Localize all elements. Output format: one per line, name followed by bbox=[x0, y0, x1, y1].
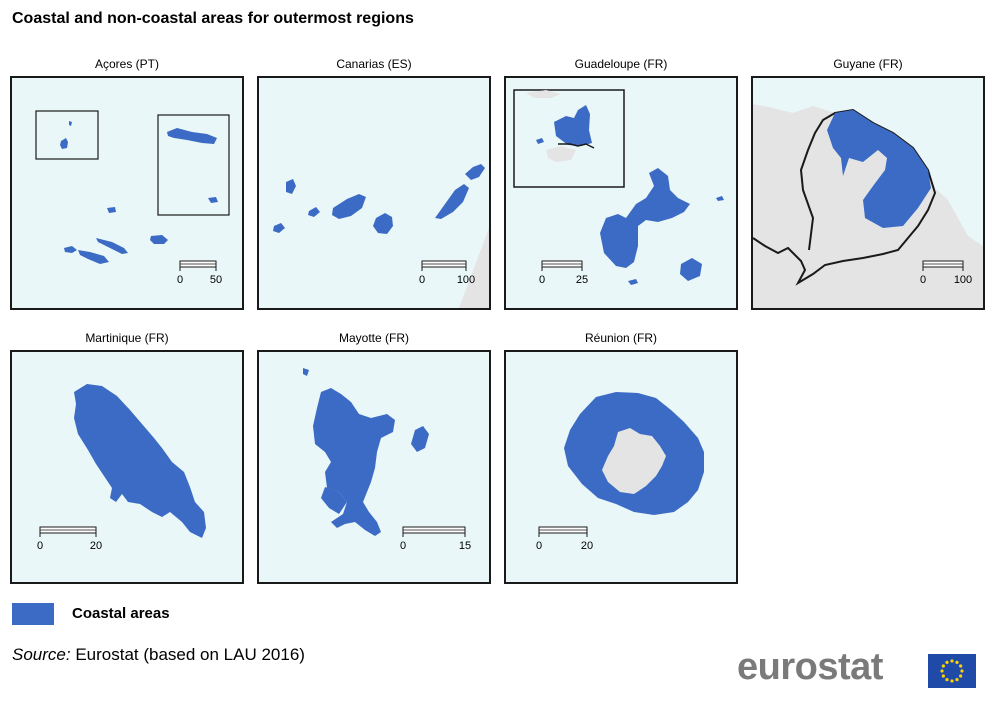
scale-start: 0 bbox=[536, 540, 542, 552]
island-fuerteventura bbox=[435, 184, 469, 219]
legend-label-coastal: Coastal areas bbox=[72, 605, 170, 622]
map-label-mayotte: Mayotte (FR) bbox=[338, 331, 409, 345]
map-reunion: 0 20 bbox=[504, 350, 738, 584]
eu-flag-icon bbox=[928, 654, 976, 688]
scale-start: 0 bbox=[419, 274, 425, 286]
legend-swatch-coastal bbox=[12, 603, 54, 625]
scale-start: 0 bbox=[400, 540, 406, 552]
islet-north bbox=[303, 368, 309, 376]
eu-star bbox=[955, 678, 959, 682]
island-marie-galante bbox=[680, 258, 702, 281]
island-terceira bbox=[150, 235, 168, 244]
scale-end: 25 bbox=[576, 274, 588, 286]
scale-start: 0 bbox=[177, 274, 183, 286]
island-st-barthelemy bbox=[536, 138, 544, 144]
guyane-border bbox=[753, 108, 937, 286]
eu-star bbox=[950, 679, 954, 683]
scale-end: 50 bbox=[210, 274, 222, 286]
island-santa-maria bbox=[208, 197, 218, 203]
source-prefix: Source: bbox=[12, 645, 71, 664]
map-guyane: 0 100 bbox=[751, 76, 985, 310]
island-pico bbox=[78, 250, 109, 264]
eu-star bbox=[955, 660, 959, 664]
island-tenerife bbox=[332, 194, 366, 219]
map-guadeloupe: 0 25 bbox=[504, 76, 738, 310]
eu-star bbox=[941, 674, 945, 678]
map-canarias: 0 100 bbox=[257, 76, 491, 310]
map-mayotte: 0 15 bbox=[257, 350, 491, 584]
source-note: Source: Eurostat (based on LAU 2016) bbox=[12, 645, 305, 665]
map-label-reunion: Réunion (FR) bbox=[584, 331, 658, 345]
eu-star bbox=[950, 659, 954, 663]
island-les-saintes bbox=[628, 279, 638, 285]
eu-star bbox=[959, 664, 963, 668]
eu-star bbox=[945, 678, 949, 682]
island-el-hierro bbox=[273, 223, 285, 233]
scale-end: 100 bbox=[457, 274, 475, 286]
eu-star bbox=[940, 669, 944, 673]
map-label-martinique: Martinique (FR) bbox=[85, 331, 169, 345]
eu-star bbox=[960, 669, 964, 673]
island-corvo bbox=[69, 121, 72, 126]
map-label-acores: Açores (PT) bbox=[94, 57, 159, 71]
scale-end: 20 bbox=[581, 540, 593, 552]
scale-end: 15 bbox=[459, 540, 471, 552]
island-flores bbox=[60, 138, 68, 149]
island-grande-terre bbox=[313, 388, 395, 536]
source-text: Eurostat (based on LAU 2016) bbox=[70, 645, 305, 664]
island-la-palma bbox=[286, 179, 296, 194]
page-title: Coastal and non-coastal areas for outerm… bbox=[12, 10, 414, 27]
island-petite-terre bbox=[411, 426, 429, 452]
island-sint-maarten bbox=[546, 146, 576, 162]
island-la-gomera bbox=[308, 207, 320, 217]
inset-frame bbox=[35, 110, 99, 160]
eurostat-logo: eurostat bbox=[737, 646, 883, 688]
scale-start: 0 bbox=[920, 274, 926, 286]
scale-end: 100 bbox=[954, 274, 972, 286]
island-anguilla bbox=[526, 90, 561, 98]
island-lanzarote bbox=[465, 164, 485, 180]
map-martinique: 0 20 bbox=[10, 350, 244, 584]
island-saint-martin bbox=[554, 105, 592, 146]
map-label-guadeloupe: Guadeloupe (FR) bbox=[574, 57, 668, 71]
island-grande-terre-south bbox=[321, 487, 347, 514]
scale-start: 0 bbox=[37, 540, 43, 552]
island-gran-canaria bbox=[373, 213, 393, 234]
inset-frame bbox=[157, 114, 230, 216]
eu-star bbox=[959, 674, 963, 678]
map-label-canarias: Canarias (ES) bbox=[336, 57, 412, 71]
island-sao-miguel bbox=[167, 128, 217, 144]
eu-star bbox=[941, 664, 945, 668]
scale-end: 20 bbox=[90, 540, 102, 552]
island-basse-terre-grande-terre bbox=[600, 168, 690, 268]
scale-start: 0 bbox=[539, 274, 545, 286]
map-label-guyane: Guyane (FR) bbox=[833, 57, 903, 71]
island-martinique bbox=[74, 384, 206, 538]
island-graciosa bbox=[107, 207, 116, 213]
african-coast bbox=[459, 228, 489, 308]
island-reunion-interior bbox=[602, 428, 666, 494]
eu-star bbox=[945, 660, 949, 664]
map-acores: 0 50 bbox=[10, 76, 244, 310]
island-la-desirade bbox=[716, 196, 724, 201]
island-sao-jorge bbox=[96, 238, 128, 254]
guyane-coastal bbox=[827, 110, 931, 228]
island-faial bbox=[64, 246, 77, 253]
